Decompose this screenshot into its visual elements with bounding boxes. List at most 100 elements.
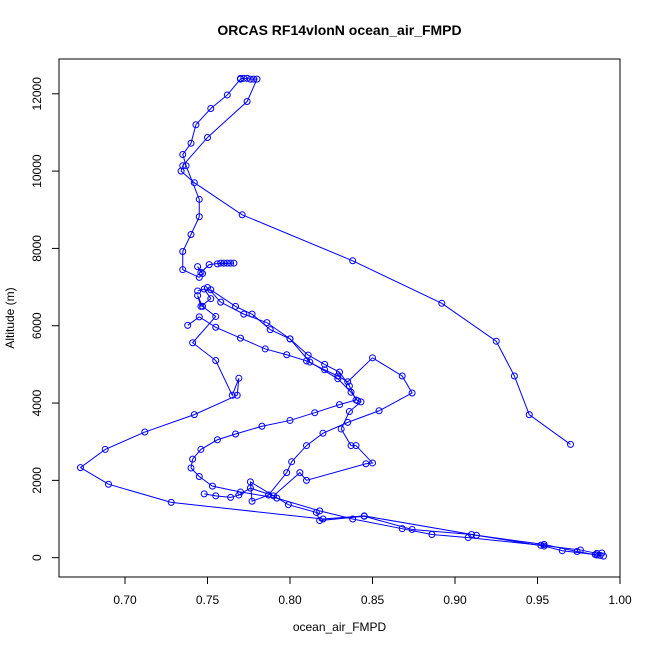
data-point <box>438 299 446 307</box>
data-point <box>337 425 345 433</box>
x-tick-label: 0.85 <box>361 593 385 607</box>
data-point <box>213 436 221 444</box>
data-point <box>182 162 190 170</box>
data-point <box>212 357 220 365</box>
series-2 <box>179 75 244 281</box>
data-point <box>228 391 236 399</box>
data-point <box>223 91 231 99</box>
data-point <box>205 261 213 269</box>
series-line <box>190 289 601 556</box>
data-point <box>235 374 243 382</box>
data-point <box>243 74 251 82</box>
series-line <box>204 287 374 498</box>
x-tick-label: 0.90 <box>443 593 467 607</box>
data-point <box>197 445 205 453</box>
y-axis-label: Altitude (m) <box>3 287 17 348</box>
data-point <box>194 287 202 295</box>
x-tick-label: 0.75 <box>196 593 220 607</box>
data-point <box>192 121 200 129</box>
data-point <box>105 480 112 488</box>
y-tick-label: 2000 <box>30 467 44 494</box>
x-tick-label: 0.70 <box>113 593 137 607</box>
data-point <box>398 372 406 380</box>
data-point <box>223 259 231 267</box>
x-tick-label: 1.00 <box>608 593 632 607</box>
data-point <box>250 75 258 83</box>
data-point <box>273 494 281 502</box>
data-point <box>288 458 296 466</box>
data-point <box>220 259 228 267</box>
y-tick-label: 6000 <box>30 312 44 339</box>
data-point <box>573 547 581 555</box>
data-point <box>208 482 216 490</box>
data-point <box>306 358 314 366</box>
data-point <box>319 515 327 523</box>
data-point <box>261 345 269 353</box>
x-tick-label: 0.80 <box>278 593 302 607</box>
series-line <box>180 77 571 445</box>
data-point <box>189 455 197 463</box>
data-point <box>233 391 241 399</box>
series-line <box>182 78 241 279</box>
data-point <box>237 334 244 342</box>
data-point <box>369 354 376 362</box>
data-point <box>375 407 383 415</box>
data-point <box>195 313 203 321</box>
data-point <box>227 493 235 501</box>
data-point <box>349 257 357 265</box>
data-point <box>352 442 360 450</box>
data-point <box>230 259 238 267</box>
data-point <box>243 98 251 106</box>
data-point <box>141 428 149 436</box>
data-point <box>177 167 185 175</box>
data-point <box>525 411 533 419</box>
series-6 <box>184 313 607 560</box>
data-point <box>296 469 304 477</box>
data-point <box>345 382 353 390</box>
data-point <box>195 195 203 203</box>
y-tick-label: 8000 <box>30 235 44 262</box>
data-point <box>240 74 248 82</box>
data-point <box>232 430 240 438</box>
data-point <box>266 326 274 334</box>
data-point <box>76 464 84 472</box>
data-point <box>408 525 416 533</box>
data-point <box>319 429 327 437</box>
data-point <box>321 366 329 374</box>
data-point <box>349 515 357 523</box>
y-axis: 0 2000 4000 6000 8000 10000 12000 <box>30 77 59 561</box>
data-point <box>200 490 208 498</box>
data-point <box>240 310 248 318</box>
series-line <box>79 288 603 556</box>
data-point <box>258 422 266 430</box>
data-point <box>352 396 360 404</box>
data-point <box>336 368 343 376</box>
data-point <box>179 266 187 274</box>
data-point <box>246 478 254 486</box>
data-point <box>187 464 195 472</box>
data-point <box>312 508 320 516</box>
data-point <box>591 551 599 559</box>
y-tick-label: 0 <box>30 554 44 561</box>
data-point <box>248 310 256 318</box>
data-point <box>492 337 500 345</box>
data-point <box>408 389 416 397</box>
plot-frame <box>58 58 621 578</box>
data-point <box>189 339 197 347</box>
data-point <box>558 547 566 555</box>
data-point <box>284 501 292 509</box>
data-point <box>179 150 187 158</box>
data-point <box>303 442 310 450</box>
data-point <box>360 512 368 520</box>
data-point <box>344 378 352 386</box>
data-point <box>283 351 291 359</box>
data-point <box>316 517 324 525</box>
data-point <box>197 268 205 276</box>
data-point <box>238 211 246 219</box>
x-axis: 0.70 0.75 0.80 0.85 0.90 0.95 1.00 <box>113 577 632 607</box>
data-point <box>336 401 343 409</box>
data-point <box>347 442 355 450</box>
data-point <box>101 445 109 453</box>
data-point <box>468 530 475 538</box>
data-point <box>303 476 310 484</box>
